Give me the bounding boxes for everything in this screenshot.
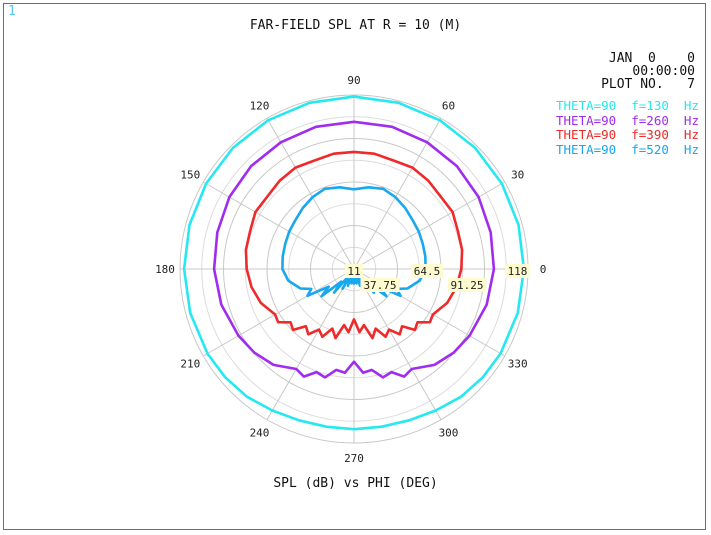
radial-tick-label: 118 (508, 265, 528, 278)
angle-tick-label: 270 (344, 452, 364, 465)
legend: THETA=90 f=130 Hz THETA=90 f=260 Hz THETA=… (556, 98, 699, 157)
radial-tick-label: 37.75 (363, 279, 396, 292)
grid-spoke (266, 118, 355, 270)
plot-time: 00:00:00 (632, 64, 695, 79)
plot-info-block: JAN 0 0 00:00:00 PLOT NO. 7 (601, 52, 695, 91)
angle-tick-label: 0 (540, 263, 547, 276)
radial-tick-box (447, 278, 487, 292)
plot-number: PLOT NO. 7 (601, 77, 695, 92)
grid-spoke (203, 181, 355, 270)
legend-entry: THETA=90 f=130 Hz (556, 98, 699, 113)
legend-entry: THETA=90 f=390 Hz (556, 127, 699, 142)
series-line-3 (244, 150, 464, 340)
radial-tick-label: 64.5 (414, 265, 441, 278)
series-line-2 (212, 120, 496, 379)
grid-spoke (353, 181, 505, 270)
series-line-1 (182, 95, 526, 431)
radial-tick-label: 11 (347, 265, 360, 278)
grid-spoke (203, 268, 355, 357)
radial-tick-box (411, 264, 443, 278)
angle-tick-label: 90 (347, 74, 360, 87)
plot-frame (3, 3, 706, 530)
plot-date: JAN 0 0 (608, 51, 695, 66)
radial-tick-box (360, 278, 400, 292)
plot-title: FAR-FIELD SPL AT R = 10 (M) (249, 18, 462, 33)
angle-tick-label: 330 (508, 358, 528, 371)
grid-spoke (353, 118, 442, 270)
x-axis-label: SPL (dB) vs PHI (DEG) (273, 476, 438, 491)
angle-tick-label: 120 (250, 99, 270, 112)
angle-tick-label: 240 (250, 427, 270, 440)
angle-tick-label: 300 (439, 427, 459, 440)
angle-tick-label: 60 (442, 99, 455, 112)
legend-entry: THETA=90 f=520 Hz (556, 141, 699, 157)
angle-tick-label: 210 (180, 358, 200, 371)
angle-tick-label: 150 (180, 169, 200, 182)
grid-spoke (266, 268, 355, 420)
radial-tick-label: 91.25 (450, 279, 483, 292)
legend-entry: THETA=90 f=260 Hz (556, 112, 699, 128)
grid-spoke (353, 268, 442, 420)
angle-tick-label: 30 (511, 169, 524, 182)
radial-tick-box (505, 264, 530, 278)
angle-tick-label: 180 (155, 263, 175, 276)
radial-tick-box (345, 264, 363, 278)
window-number: 1 (8, 4, 16, 19)
